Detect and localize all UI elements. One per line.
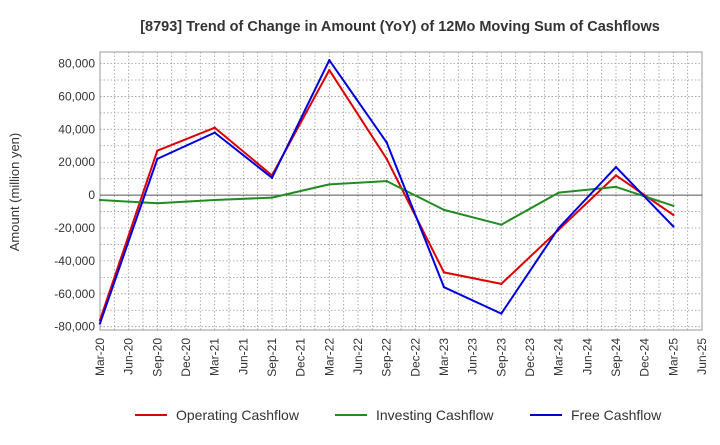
data-point — [557, 226, 560, 230]
y-axis-label: Amount (million yen) — [7, 133, 22, 252]
data-point — [270, 176, 274, 180]
x-tick-label: Sep-24 — [609, 338, 623, 377]
plot-area — [99, 51, 703, 331]
x-tick-label: Jun-20 — [122, 338, 136, 375]
data-point — [500, 312, 503, 315]
x-tick-label: Sep-23 — [494, 338, 508, 377]
data-point — [672, 213, 675, 217]
data-point — [156, 202, 159, 205]
data-point — [500, 223, 503, 226]
data-point — [614, 185, 618, 189]
x-tick-label: Dec-21 — [294, 338, 308, 377]
data-point — [213, 131, 216, 134]
data-point — [270, 196, 274, 199]
y-tick-label: -40,000 — [54, 254, 95, 268]
x-tick-label: Mar-20 — [93, 338, 107, 376]
y-tick-label: 80,000 — [58, 57, 95, 71]
data-point — [442, 208, 446, 212]
x-tick-label: Dec-24 — [638, 338, 652, 377]
data-point — [614, 165, 618, 169]
data-point — [98, 322, 102, 325]
data-point — [156, 149, 159, 152]
chart-title: [8793] Trend of Change in Amount (YoY) o… — [140, 19, 660, 35]
y-tick-label: -20,000 — [54, 221, 95, 235]
x-tick-label: Dec-22 — [408, 338, 422, 377]
x-tick-label: Sep-20 — [150, 338, 164, 377]
x-tick-label: Mar-22 — [322, 338, 336, 376]
data-point — [328, 68, 331, 72]
y-tick-label: 0 — [88, 188, 95, 202]
x-tick-label: Jun-23 — [466, 338, 480, 375]
data-point — [385, 141, 388, 144]
y-tick-label: 20,000 — [58, 155, 95, 169]
legend: Operating Cashflow Investing Cashflow Free… — [135, 407, 662, 423]
data-point — [328, 59, 331, 62]
x-tick-label: Jun-21 — [236, 338, 250, 375]
x-tick-label: Dec-23 — [523, 338, 537, 377]
x-tick-label: Mar-23 — [437, 338, 451, 376]
x-tick-label: Jun-24 — [580, 338, 594, 375]
data-point — [614, 174, 618, 177]
data-point — [328, 183, 331, 186]
data-point — [385, 157, 388, 161]
legend-label: Operating Cashflow — [176, 407, 300, 423]
y-tick-label: 60,000 — [58, 89, 95, 103]
data-point — [500, 282, 503, 286]
y-tick-label: -80,000 — [54, 320, 95, 334]
x-tick-label: Sep-22 — [380, 338, 394, 377]
data-point — [557, 191, 560, 194]
x-tick-label: Jun-25 — [695, 338, 709, 375]
legend-label: Investing Cashflow — [376, 407, 494, 423]
x-tick-label: Mar-24 — [552, 338, 566, 376]
grid — [99, 51, 703, 331]
x-tick-label: Jun-22 — [351, 338, 365, 375]
legend-label: Free Cashflow — [571, 407, 662, 423]
series-lines — [98, 59, 675, 325]
x-tick-label: Dec-20 — [179, 338, 193, 377]
x-tick-label: Mar-25 — [666, 338, 680, 376]
data-point — [156, 157, 159, 161]
data-point — [442, 271, 446, 274]
axes: 80,000 60,000 40,000 20,000 0 -20,000 -40,000 -… — [54, 57, 709, 377]
data-point — [385, 179, 388, 183]
y-tick-label: 40,000 — [58, 122, 95, 136]
x-tick-label: Mar-21 — [208, 338, 222, 376]
y-tick-label: -60,000 — [54, 287, 95, 301]
data-point — [213, 198, 216, 202]
data-point — [672, 225, 675, 228]
data-point — [213, 126, 216, 129]
data-point — [672, 204, 675, 208]
data-point — [98, 198, 102, 202]
x-tick-label: Sep-21 — [265, 338, 279, 377]
data-point — [442, 286, 446, 289]
